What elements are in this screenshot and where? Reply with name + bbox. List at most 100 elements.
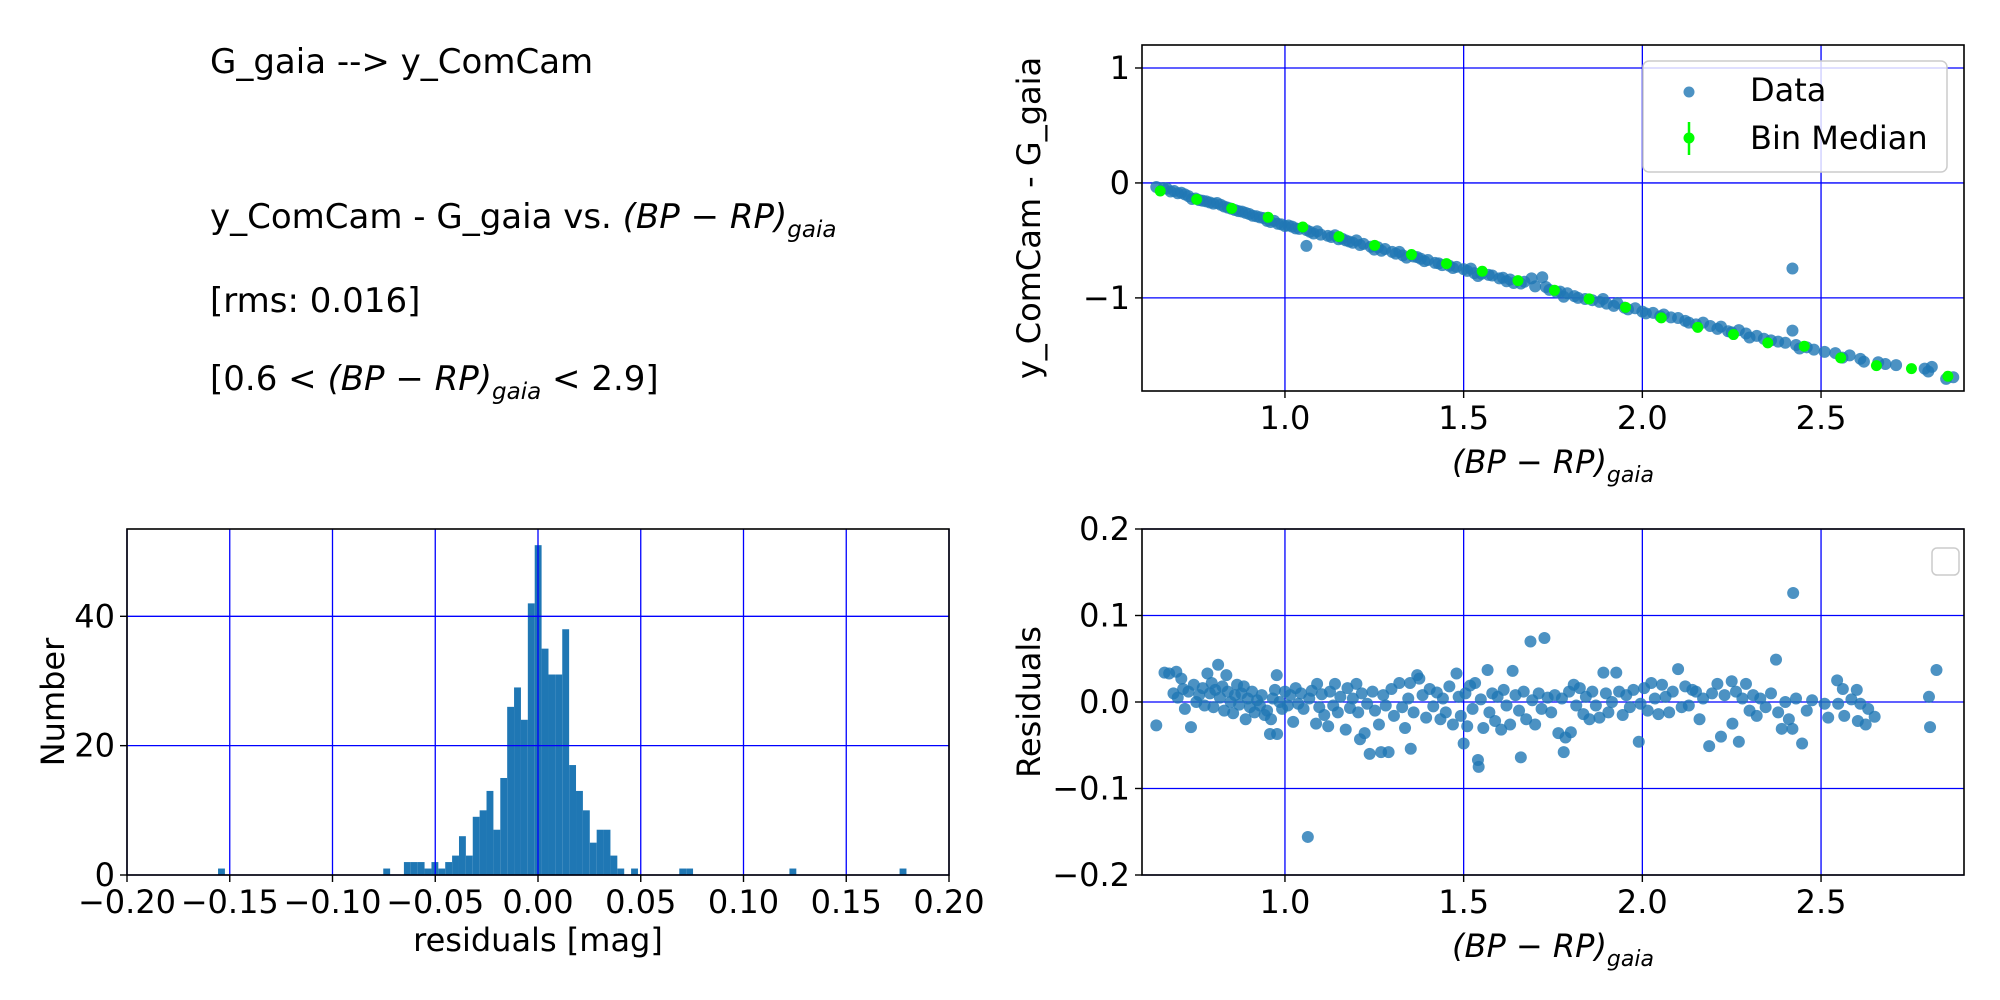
data-point [1300,239,1313,252]
residual-point [1782,713,1795,726]
bin-median-point [1405,249,1417,261]
subtitle-color-term: (BP − RP) [623,197,788,237]
histogram-bar [218,868,225,875]
histogram-bar [596,829,604,875]
residual-point [1352,706,1365,719]
residual-point [1772,706,1785,719]
relation-xtick-label: 1.0 [1260,399,1311,437]
residual-point [1786,722,1799,735]
relation-ytick-label: −1 [1083,279,1130,317]
residual-point [1469,676,1482,689]
histogram-bar [452,855,459,875]
residual-point [1517,685,1530,698]
residual-point [1725,675,1738,688]
info-rms: [rms: 0.016] [210,281,420,321]
histogram-bar [403,862,411,875]
residual-point [1922,690,1935,703]
relation-axes-frame [1141,44,1965,392]
range-color-term: (BP − RP) [327,359,492,399]
residual-point [1831,674,1844,687]
residual-point [1850,683,1863,696]
histogram-bar [582,810,590,875]
residual-point [1570,699,1583,712]
residual-point [1589,699,1602,712]
residual-point [1718,689,1731,702]
histogram-xtick-label: 0.05 [605,883,676,921]
residual-point [1366,685,1379,698]
residual-point [1310,717,1323,730]
histogram-ytick-label: 40 [74,597,115,635]
histogram-xtick-label: 0.15 [811,883,882,921]
histogram-ticks: −0.20 −0.15 −0.10 −0.05 0.00 0.05 0.10 0.15 0.20… [74,597,984,921]
histogram-bar [486,790,494,875]
residual-point [1586,685,1599,698]
residual-point [1645,676,1658,689]
histogram-bar [562,629,570,875]
residual-point [1420,711,1433,724]
relation-plot: 1.0 1.5 2.0 2.5 1 0 −1 y_ComCam - G_gaia (BP −… [1010,44,1965,488]
histogram-bar [520,719,528,875]
residual-point [1545,706,1558,719]
residual-point [1461,720,1474,733]
relation-legend: Data Bin Median [1642,60,1948,173]
residual-point [1457,737,1470,750]
residual-point [1489,715,1502,728]
residual-point [1346,692,1359,705]
legend-label-data: Data [1750,71,1826,109]
residual-point [1171,691,1184,704]
relation-xlabel-sub: gaia [1607,463,1654,488]
bin-median-point [1620,301,1632,313]
residual-point [1514,751,1527,764]
histogram-bar [527,603,535,875]
histogram-bar [493,829,501,875]
residual-point [1652,708,1665,721]
residual-point [1610,666,1623,679]
bin-median-point [1369,239,1381,251]
residual-point [1454,709,1467,722]
residual-point [1450,667,1463,680]
residual-point [1311,677,1324,690]
relation-xtick-label: 1.5 [1438,399,1489,437]
bin-median-point [1762,337,1774,349]
residual-point [1682,699,1695,712]
range-prefix: [0.6 < [210,359,327,399]
residual-point [1573,682,1586,695]
residual-point [1930,663,1943,676]
relation-xtick-label: 2.0 [1617,399,1668,437]
residual-point [1265,713,1278,726]
residual-point [1212,658,1225,671]
residual-point [1483,706,1496,719]
data-point [1779,336,1792,349]
residual-point [1497,683,1510,696]
bin-median-point [1583,293,1595,305]
histogram-bar [465,855,473,875]
residual-point [1520,713,1533,726]
residual-point [1297,702,1310,715]
residuals-xtick-label: 2.5 [1796,883,1847,921]
bin-median-point [1226,202,1238,214]
residual-point [1800,704,1813,717]
relation-ytick-label: 0 [1110,164,1130,202]
residual-point [1446,718,1459,731]
histogram-bar [603,829,611,875]
residual-point [1184,721,1197,734]
residuals-xlabel-main: (BP − RP) [1452,927,1607,965]
histogram-ytick-label: 0 [95,856,115,894]
residuals-ytick-label: 0.2 [1079,510,1130,548]
bin-median-point [1870,360,1882,372]
residual-point [1770,653,1783,666]
histogram-xtick-label: 0.20 [913,883,984,921]
residual-point [1538,631,1551,644]
residual-point [1602,706,1615,719]
residual-point [1693,713,1706,726]
bin-median-point [1942,370,1954,382]
residual-point [1838,709,1851,722]
relation-xtick-label: 2.5 [1796,399,1847,437]
residual-point [1500,699,1513,712]
histogram-bar [383,868,391,875]
residual-point [1270,669,1283,682]
relation-xlabel-main: (BP − RP) [1452,443,1607,481]
residual-point [1220,669,1233,682]
residual-point [1372,718,1385,731]
histogram-xtick-label: −0.05 [386,883,484,921]
